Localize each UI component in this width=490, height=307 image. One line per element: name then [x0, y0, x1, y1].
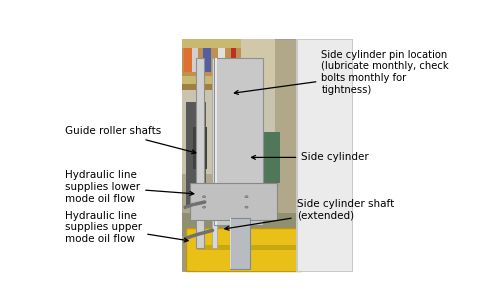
Bar [182, 49, 242, 76]
Bar [186, 102, 206, 206]
Text: Hydraulic line
supplies upper
mode oil flow: Hydraulic line supplies upper mode oil f… [65, 211, 188, 244]
Bar [196, 58, 204, 248]
Bar [215, 58, 217, 224]
Circle shape [202, 206, 206, 208]
Bar [197, 243, 302, 271]
Bar [194, 127, 207, 169]
Bar [296, 39, 297, 271]
Bar [182, 39, 275, 173]
Bar [296, 39, 352, 271]
Text: Guide roller shafts: Guide roller shafts [65, 126, 196, 154]
Bar [218, 49, 225, 72]
Bar [197, 245, 302, 250]
Bar [182, 39, 242, 90]
Bar [203, 49, 211, 72]
Bar [182, 84, 242, 90]
Text: Side cylinder pin location
(lubricate monthly, check
bolts monthly for
tightness: Side cylinder pin location (lubricate mo… [234, 50, 449, 95]
Text: Side cylinder shaft
(extended): Side cylinder shaft (extended) [225, 199, 394, 230]
Bar [184, 49, 194, 72]
Bar [229, 218, 250, 269]
Bar [186, 228, 301, 271]
Circle shape [245, 206, 248, 208]
Bar [191, 183, 277, 220]
Bar [231, 49, 237, 72]
Bar [212, 58, 217, 248]
Bar [182, 213, 309, 271]
Text: Hydraulic line
supplies lower
mode oil flow: Hydraulic line supplies lower mode oil f… [65, 170, 194, 204]
Circle shape [245, 196, 248, 198]
Bar [264, 132, 280, 183]
Text: Side cylinder: Side cylinder [251, 152, 369, 162]
Bar [214, 58, 264, 224]
Bar [182, 88, 275, 173]
Bar [230, 218, 231, 269]
Bar [192, 49, 198, 72]
Bar [182, 236, 275, 271]
Bar [182, 39, 352, 271]
Circle shape [202, 196, 206, 198]
